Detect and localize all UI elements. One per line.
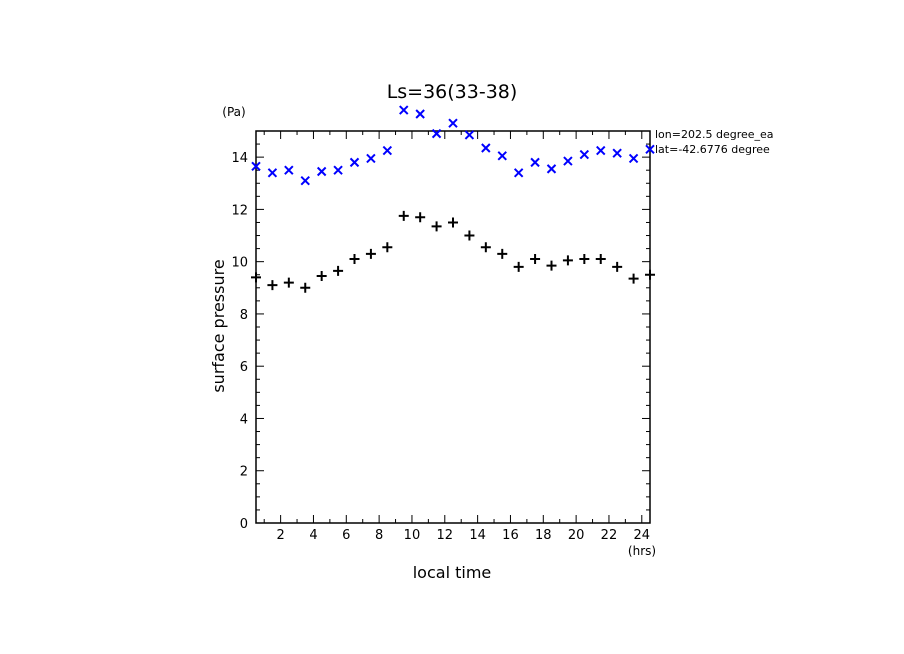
x-tick-label: 2 <box>276 528 284 543</box>
x-marker-point <box>431 128 442 139</box>
x-marker-point <box>546 164 557 174</box>
plus-marker-point <box>480 242 491 253</box>
x-marker-point <box>464 130 475 140</box>
x-marker-point <box>267 168 278 178</box>
x-tick-label: 10 <box>404 528 421 543</box>
plus-marker-point <box>497 248 508 259</box>
plus-marker-point <box>448 217 458 228</box>
y-unit-label: (Pa) <box>222 105 245 119</box>
plus-marker-point <box>333 265 344 276</box>
plus-marker-point <box>612 261 623 272</box>
plus-marker-point <box>513 261 524 272</box>
x-marker-point <box>366 153 376 164</box>
data-marks <box>251 105 655 293</box>
x-tick-label: 6 <box>342 528 350 543</box>
x-tick-label: 20 <box>568 528 585 543</box>
plus-marker-point <box>251 272 261 283</box>
x-marker-point <box>628 153 639 164</box>
x-marker-point <box>415 109 425 119</box>
x-marker-point <box>382 145 393 156</box>
x-tick-label: 16 <box>502 528 519 543</box>
y-tick-label: 8 <box>240 308 248 323</box>
x-marker-point <box>645 144 655 155</box>
plus-marker-point <box>300 282 311 293</box>
x-marker-point <box>481 143 491 153</box>
x-marker-point <box>316 166 327 177</box>
x-marker-point <box>497 151 507 161</box>
plus-marker-point <box>316 271 327 282</box>
x-marker-point <box>333 165 343 175</box>
chart-title: Ls=36(33-38) <box>387 81 518 103</box>
x-axis-label: local time <box>413 563 492 582</box>
annotation-lat: lat=-42.6776 degree <box>655 143 770 156</box>
x-tick-label: 18 <box>535 528 552 543</box>
plot-frame <box>255 130 651 524</box>
x-marker-point <box>399 105 409 115</box>
plus-marker-point <box>382 242 393 253</box>
x-marker-point <box>251 161 261 171</box>
x-marker-point <box>530 157 540 168</box>
plus-marker-point <box>365 248 376 259</box>
plus-marker-point <box>283 277 294 288</box>
x-marker-point <box>612 148 622 158</box>
y-tick-label: 12 <box>231 203 248 218</box>
plus-marker-point <box>562 255 573 266</box>
y-tick-label: 10 <box>231 256 248 271</box>
plus-marker-point <box>415 212 426 223</box>
plus-marker-point <box>645 269 655 280</box>
x-marker-point <box>513 168 524 178</box>
x-marker-point <box>284 165 294 175</box>
plus-marker-point <box>530 254 541 265</box>
plus-marker-point <box>398 210 409 221</box>
x-tick-label: 14 <box>469 528 486 543</box>
x-unit-label: (hrs) <box>628 544 656 558</box>
plus-marker-point <box>579 254 590 265</box>
x-tick-label: 8 <box>375 528 383 543</box>
x-marker-point <box>579 149 590 160</box>
x-marker-point <box>349 157 360 168</box>
x-tick-label: 24 <box>634 528 651 543</box>
plus-marker-point <box>546 260 557 271</box>
y-tick-label: 0 <box>240 517 248 532</box>
y-tick-label: 6 <box>240 360 248 375</box>
x-marker-point <box>448 118 458 128</box>
x-marker-point <box>596 145 606 156</box>
annotation-lon: lon=202.5 degree_ea <box>655 128 774 141</box>
x-marker-point <box>563 156 573 166</box>
x-tick-label: 4 <box>309 528 317 543</box>
plus-marker-point <box>267 280 278 291</box>
plus-marker-point <box>431 221 442 232</box>
y-tick-label: 2 <box>240 465 248 480</box>
y-axis-label: surface pressure <box>209 259 228 392</box>
x-tick-label: 12 <box>437 528 454 543</box>
x-tick-label: 22 <box>601 528 618 543</box>
plus-marker-point <box>628 273 639 284</box>
y-tick-label: 14 <box>231 151 248 166</box>
plus-marker-point <box>464 230 475 241</box>
plus-marker-point <box>349 254 360 265</box>
plus-marker-point <box>595 254 606 265</box>
y-tick-label: 4 <box>240 412 248 427</box>
x-marker-point <box>300 175 310 186</box>
